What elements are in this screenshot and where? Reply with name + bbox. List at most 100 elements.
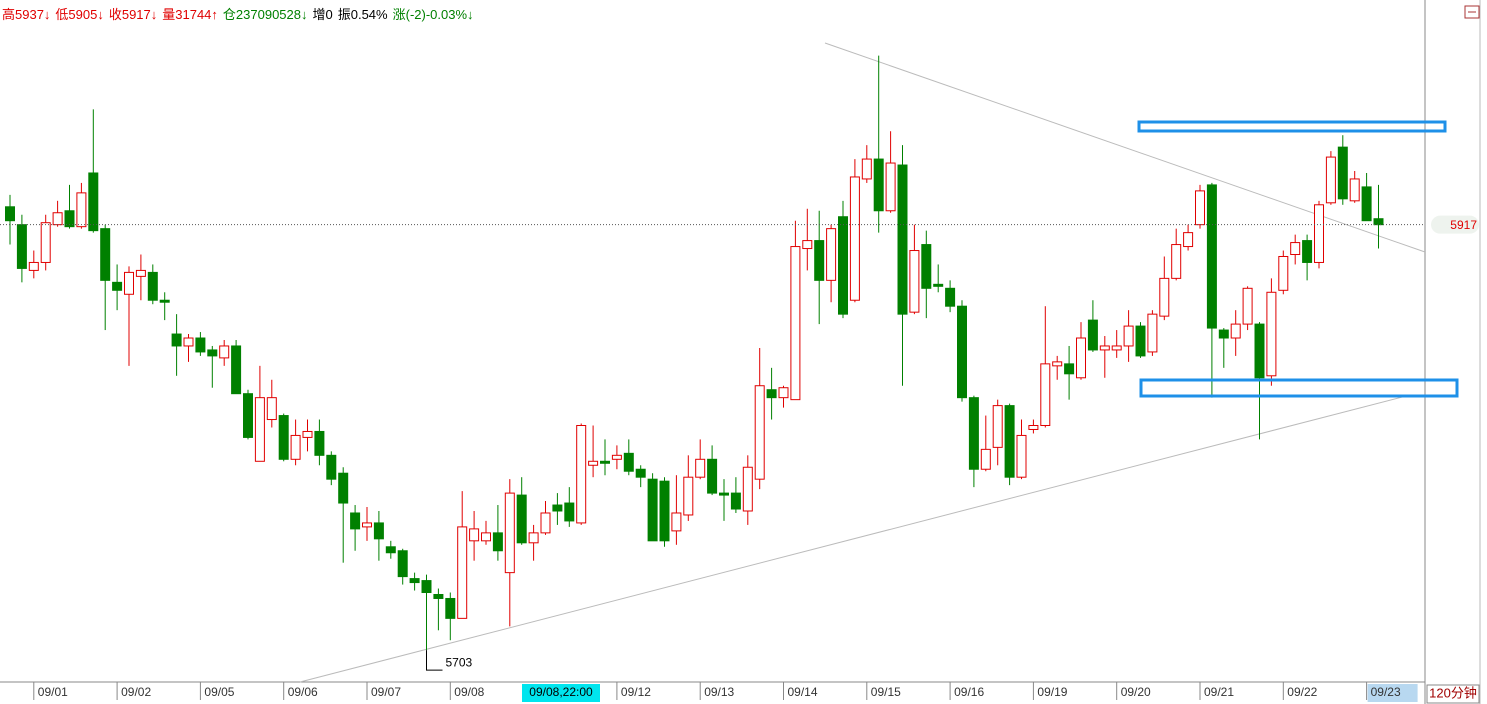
candle-body — [802, 240, 813, 250]
candle-body — [314, 430, 325, 456]
candle-body — [266, 397, 277, 421]
candle-body — [659, 480, 670, 542]
trend-line — [824, 42, 1426, 253]
x-tick-label: 09/08 — [454, 685, 484, 699]
candle-body — [730, 492, 741, 510]
x-tick-label: 09/02 — [121, 685, 151, 699]
candle-body — [849, 176, 860, 301]
candle-body — [766, 389, 777, 399]
candle-body — [124, 271, 134, 295]
x-tick-label: 09/05 — [204, 685, 234, 699]
candle-body — [409, 578, 420, 584]
period-label[interactable]: 120分钟 — [1429, 685, 1477, 700]
candle-body — [1218, 329, 1229, 339]
candle-body — [1171, 244, 1182, 279]
candle-body — [1195, 190, 1205, 226]
candle-body — [421, 580, 432, 594]
candle-body — [481, 532, 491, 542]
x-tick-label: 09/16 — [954, 685, 984, 699]
candle-body — [135, 269, 146, 277]
candle-body — [611, 454, 622, 460]
quote-field: 仓237090528↓ — [222, 7, 308, 22]
candle-body — [504, 492, 515, 574]
candle-body — [1040, 363, 1051, 426]
period-box[interactable] — [1426, 684, 1480, 704]
candle-body — [1373, 218, 1384, 226]
candle-body — [1254, 323, 1265, 379]
candle-body — [992, 405, 1003, 448]
candle-body — [695, 458, 706, 478]
candle-body — [921, 244, 932, 289]
zone-box — [1137, 120, 1447, 133]
x-tick-label: 09/06 — [288, 685, 318, 699]
quote-field: 涨(-2)-0.03%↓ — [392, 7, 474, 22]
candle-body — [1361, 186, 1372, 222]
candle-body — [1147, 313, 1158, 353]
candle-body — [326, 454, 337, 480]
candle-body — [945, 287, 956, 307]
quote-field: 低5905↓ — [55, 7, 104, 22]
candle-body — [5, 206, 15, 222]
candle-body — [1278, 255, 1289, 291]
candle-body — [897, 164, 908, 315]
x-tick-label: 09/22 — [1287, 685, 1317, 699]
x-tick-label: 09/23 — [1371, 685, 1401, 699]
quote-field: 增0 — [312, 7, 333, 22]
x-tick-label: 09/01 — [38, 685, 68, 699]
candle-body — [719, 492, 729, 496]
candle-body — [28, 261, 39, 271]
candle-body — [778, 387, 789, 399]
candle-body — [1230, 323, 1241, 339]
candle-body — [826, 228, 837, 281]
candle-body — [302, 430, 313, 438]
candle-body — [838, 216, 848, 315]
x-tick-label: 09/15 — [871, 685, 901, 699]
candle-body — [64, 210, 75, 228]
candle-body — [1290, 242, 1301, 256]
quote-header: 高5937↓ 低5905↓ 收5917↓ 量31744↑ 仓237090528↓ 增0 振0… — [2, 4, 479, 23]
candle-body — [873, 158, 884, 212]
x-tick-label: 09/07 — [371, 685, 401, 699]
quote-field: 高5937↓ — [2, 7, 51, 22]
last-price-bg — [1431, 215, 1479, 234]
candle-body — [1064, 363, 1075, 375]
candle-body — [671, 512, 682, 532]
candle-body — [1183, 232, 1194, 248]
candle-body — [243, 393, 253, 438]
x-tick-label: 09/12 — [621, 685, 651, 699]
candle-body — [1135, 325, 1146, 357]
candle-body — [1111, 345, 1122, 351]
candle-body — [362, 522, 372, 528]
x-tick-label: 09/20 — [1121, 685, 1151, 699]
candle-body — [1325, 156, 1336, 204]
candle-body — [707, 458, 718, 494]
candle-body — [1099, 345, 1110, 351]
candle-body — [576, 424, 587, 524]
candle-body — [909, 250, 920, 313]
candle-body — [885, 162, 896, 212]
candle-body — [1123, 325, 1134, 347]
candle-body — [1314, 204, 1324, 263]
candle-body — [754, 385, 765, 480]
candle-body — [1087, 319, 1098, 351]
candle-body — [373, 522, 384, 540]
candle-body — [171, 333, 182, 347]
candle-body — [683, 476, 694, 516]
candle-body — [100, 228, 111, 281]
x-label-bg — [1367, 684, 1418, 702]
candle-body — [564, 502, 575, 522]
candle-body — [433, 594, 444, 599]
candle-body — [1242, 287, 1253, 325]
candle-body — [40, 222, 51, 263]
candle-body — [397, 550, 408, 578]
candle-body — [254, 397, 265, 462]
quote-field: 收5917↓ — [108, 7, 158, 22]
low-annotation-leader — [426, 650, 443, 671]
candle-body — [1337, 146, 1348, 200]
candle-body — [814, 240, 825, 281]
quote-field: 量31744↑ — [162, 7, 218, 22]
candle-body — [1206, 184, 1217, 329]
candle-body — [1076, 337, 1086, 379]
